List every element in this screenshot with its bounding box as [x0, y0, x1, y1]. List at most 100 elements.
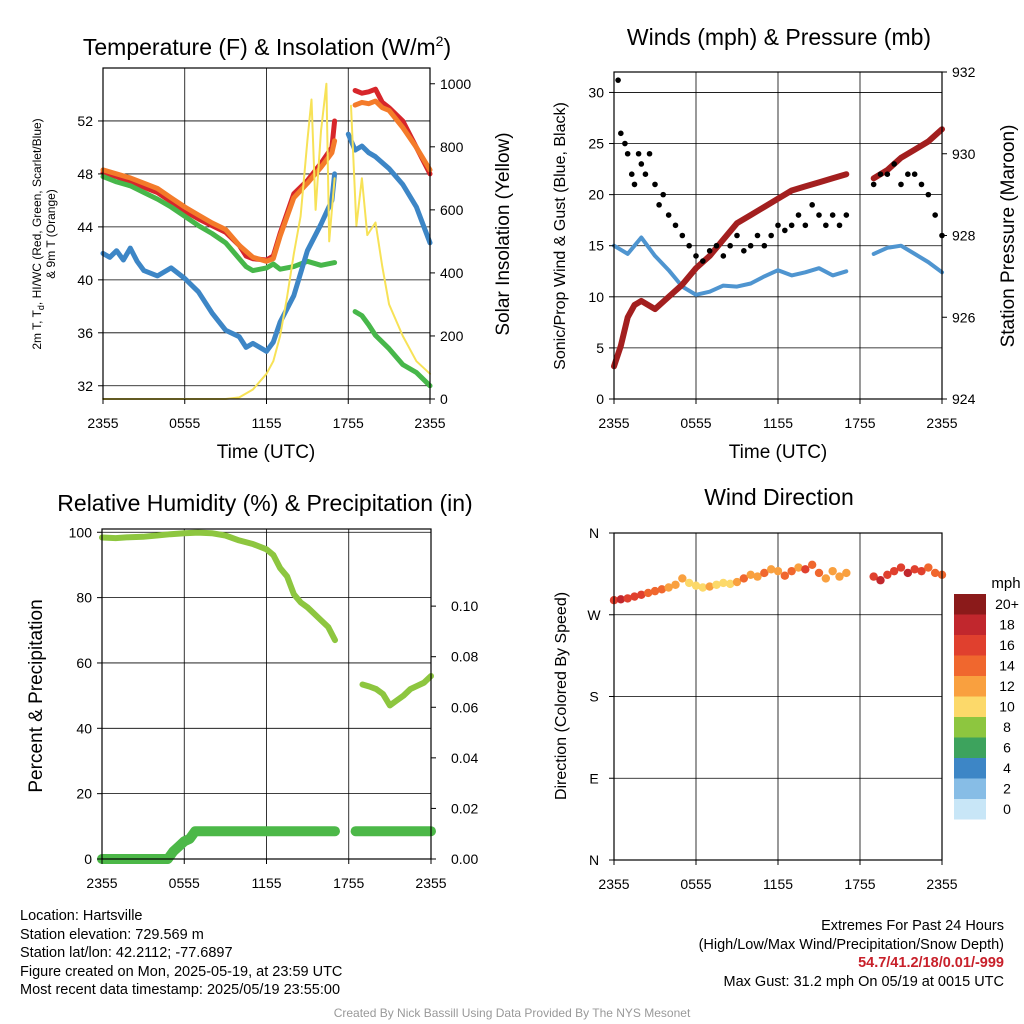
colorbar-label: 16	[999, 637, 1015, 653]
x-tick-label: 2355	[87, 415, 118, 431]
max-gust-text: Max Gust: 31.2 mph On 05/19 at 0015 UTC	[723, 973, 1004, 990]
direction-point	[766, 565, 776, 574]
direction-ylabel: Direction (Colored By Speed)	[553, 592, 570, 800]
gust-point	[788, 222, 795, 229]
y-tick-label: 20	[76, 786, 92, 802]
gust-point	[925, 191, 932, 198]
y2-tick-label: 0	[440, 391, 448, 407]
wind-speed-line	[612, 235, 944, 297]
direction-point	[739, 574, 749, 583]
colorbar-swatch	[954, 717, 986, 738]
gust-point	[884, 171, 891, 177]
colorbar-swatch	[954, 696, 986, 717]
x-tick-label: 0555	[680, 876, 711, 892]
colorbar-swatch	[954, 676, 986, 697]
gust-point	[802, 222, 809, 229]
x-tick-label: 0555	[169, 875, 200, 891]
direction-grid	[613, 532, 943, 861]
direction-point	[637, 590, 646, 599]
credit-text: Created By Nick Bassill Using Data Provi…	[333, 1006, 691, 1020]
y2-tick-label: 0.06	[451, 699, 478, 715]
direction-point	[671, 580, 680, 589]
x-tick-label: 2355	[598, 415, 629, 431]
direction-point	[876, 576, 885, 585]
direction-point	[664, 583, 673, 592]
gust-point	[809, 202, 815, 208]
created-text: Figure created on Mon, 2025-05-19, at 23…	[20, 963, 343, 980]
temperature-y2label: Solar Insolation (Yellow)	[493, 132, 514, 335]
winds-title: Winds (mph) & Pressure (mb)	[627, 24, 931, 50]
y2-tick-label: 928	[952, 228, 976, 244]
x-tick-label: 0555	[680, 415, 711, 431]
direction-title: Wind Direction	[704, 484, 854, 510]
y-tick-label: 20	[588, 187, 604, 203]
direction-point	[821, 574, 831, 583]
y-tick-label: 40	[76, 720, 92, 736]
colorbar-swatch	[954, 778, 986, 799]
y2-tick-label: 0.08	[451, 649, 478, 665]
colorbar-label: 18	[999, 617, 1015, 633]
direction-point	[814, 568, 824, 578]
gust-point	[829, 212, 836, 218]
colorbar-unit: mph	[991, 575, 1020, 592]
temperature-tick-labels: 32 36 40 44 48 52 0 200 400 600 800 1000 2355 0555 115…	[77, 76, 471, 431]
gust-point	[652, 181, 658, 188]
y-tick-label: 0	[596, 391, 604, 407]
gust-point	[631, 181, 638, 188]
y-tick-label: 100	[69, 524, 93, 540]
x-tick-label: 1155	[251, 875, 281, 891]
colorbar-swatch	[954, 635, 986, 656]
extremes-info: Extremes For Past 24 Hours (High/Low/Max…	[699, 917, 1004, 991]
colorbar-label: 2	[1003, 781, 1011, 797]
temp-9m-line	[100, 98, 433, 264]
extremes-heading: Extremes For Past 24 Hours	[821, 918, 1004, 934]
winds-tick-labels: 0 5 10 15 20 25 30 924 926 928 930 932 2355 0555 1155 1…	[588, 64, 975, 431]
direction-point	[725, 579, 735, 589]
colorbar-swatch	[954, 758, 986, 779]
latlon-text: Station lat/lon: 42.2112; -77.6897	[20, 945, 233, 961]
winds-xlabel: Time (UTC)	[729, 442, 828, 463]
gust-point	[615, 77, 621, 83]
gust-point	[775, 222, 781, 229]
gust-point	[618, 130, 624, 137]
y2-tick-label: 926	[952, 309, 976, 325]
y2-tick-label: 0.02	[451, 800, 478, 816]
direction-point	[869, 572, 878, 581]
gust-point	[898, 181, 904, 188]
gust-point	[891, 161, 897, 167]
direction-point	[835, 572, 844, 581]
gust-point	[816, 212, 822, 218]
direction-tick-labels: N E S W N 2355 0555 1155 1755 2355	[587, 525, 957, 892]
direction-point	[773, 566, 783, 576]
x-tick-label: 1155	[251, 415, 281, 431]
y2-tick-label: 930	[952, 146, 976, 162]
precipitation-line	[97, 826, 436, 864]
winds-ylabel: Sonic/Prop Wind & Gust (Blue, Black)	[552, 102, 569, 370]
x-tick-label: 1755	[333, 415, 364, 431]
colorbar-swatch	[954, 799, 986, 820]
colorbar-label: 8	[1003, 719, 1011, 735]
direction-point	[719, 578, 728, 588]
x-tick-label: 1755	[844, 415, 875, 431]
gust-point	[622, 140, 628, 147]
colorbar-swatch	[954, 594, 986, 615]
gust-point	[635, 150, 642, 157]
gust-point	[768, 232, 774, 239]
y-tick-label: 10	[588, 289, 604, 305]
humidity-ylabel: Percent & Precipitation	[26, 599, 47, 792]
direction-point	[691, 581, 701, 590]
direction-point	[616, 595, 626, 604]
x-tick-label: 0555	[169, 415, 200, 431]
temperature-series	[100, 82, 433, 400]
direction-panel: Wind Direction N E S W N 2355 0555 1155 1755 2355…	[553, 484, 1021, 892]
humidity-series	[97, 529, 436, 864]
gust-point	[823, 222, 829, 229]
colorbar-label: 0	[1003, 801, 1011, 817]
extremes-values: 54.7/41.2/18/0.01/-999	[858, 955, 1004, 971]
humidity-panel: Relative Humidity (%) & Precipitation (i…	[26, 490, 478, 891]
gust-point	[782, 227, 788, 234]
humidity-line	[99, 529, 434, 709]
gust-point	[700, 258, 706, 264]
direction-point	[712, 580, 721, 589]
y-tick-label: 32	[77, 378, 93, 394]
